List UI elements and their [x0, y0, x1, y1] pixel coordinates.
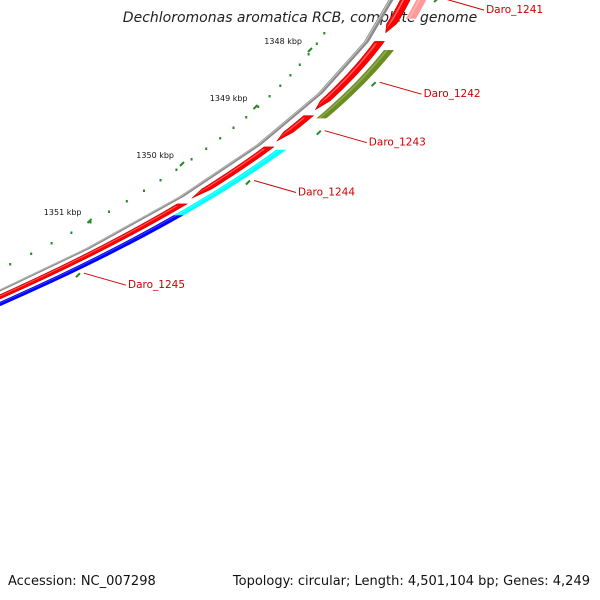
ruler-dot	[219, 137, 222, 140]
ruler-dot	[125, 200, 128, 203]
ruler-tick-label: 1348 kbp	[264, 37, 302, 46]
gene-leader-line	[324, 130, 367, 144]
ruler-dot	[307, 53, 310, 56]
ruler-dot	[30, 252, 33, 255]
ruler-dot	[257, 105, 260, 108]
ruler-tick-mark	[307, 47, 313, 53]
forward-cds-track	[0, 0, 411, 300]
ruler-dot	[89, 221, 92, 224]
ruler-dot	[268, 95, 271, 98]
gene-band	[316, 50, 394, 119]
ruler-tick-mark	[252, 104, 259, 110]
ruler-dot	[143, 189, 145, 192]
gene-label: Daro_1243	[369, 137, 426, 149]
gene-band-shine	[0, 215, 178, 304]
forward-cds-arrow	[191, 146, 275, 199]
ruler-tick-label: 1350 kbp	[136, 151, 174, 160]
ruler-dotted-line	[9, 32, 326, 266]
ruler-dot	[289, 74, 292, 77]
ruler-dot	[315, 42, 318, 45]
ruler-dot	[205, 147, 208, 150]
gene-mark	[370, 81, 377, 87]
ruler-dot	[190, 158, 193, 161]
gene-leader-line	[379, 81, 422, 95]
forward-cds-arrow	[314, 41, 385, 111]
gene-mark	[75, 272, 81, 278]
forward-cds-arrow	[276, 115, 315, 142]
gene-label: Daro_1242	[424, 88, 481, 100]
gene-band-shine	[407, 0, 421, 19]
ruler-dot	[159, 179, 162, 182]
forward-cds-shine	[194, 148, 266, 196]
ruler-dot	[279, 84, 282, 87]
gene-band	[405, 0, 427, 19]
ruler-tick-label: 1351 kbp	[44, 208, 82, 217]
ruler-tick-label: 1349 kbp	[210, 94, 248, 103]
gene-leader-line	[83, 272, 127, 286]
genome-summary: Topology: circular; Length: 4,501,104 bp…	[232, 574, 590, 589]
gene-mark	[316, 129, 322, 136]
gene-band-shine	[175, 149, 281, 216]
gene-mark	[245, 179, 251, 186]
ruler-dot	[245, 116, 248, 119]
gene-leader-line	[446, 0, 485, 11]
gene-band	[173, 149, 287, 216]
ruler-dot	[232, 126, 235, 129]
ruler-tick-mark	[86, 218, 93, 224]
gene-label: Daro_1244	[298, 187, 355, 199]
gene-band-shine	[318, 50, 388, 119]
gene-label: Daro_1245	[128, 279, 185, 291]
ruler-dot	[175, 168, 178, 171]
ruler-dot	[298, 63, 301, 66]
forward-cds-shine	[316, 43, 377, 107]
ruler-dot	[9, 263, 12, 266]
ruler-dot	[323, 32, 326, 35]
ruler-dot	[108, 210, 110, 213]
ruler-dot	[50, 242, 53, 245]
ruler-tick-mark	[179, 161, 185, 167]
gene-track: Daro_1241 Daro_1242 Daro_1243 Daro_1244 Daro…	[0, 0, 543, 307]
accession-label: Accession: NC_007298	[8, 574, 156, 589]
gene-mark	[433, 0, 438, 3]
forward-cds-arrow	[385, 0, 411, 34]
forward-cds-shine	[385, 0, 405, 30]
ruler-dot	[70, 231, 73, 234]
gene-leader-line	[253, 180, 297, 193]
gene-band	[0, 215, 184, 307]
gene-label: Daro_1241	[486, 4, 543, 16]
forward-cds-shine	[278, 117, 306, 139]
